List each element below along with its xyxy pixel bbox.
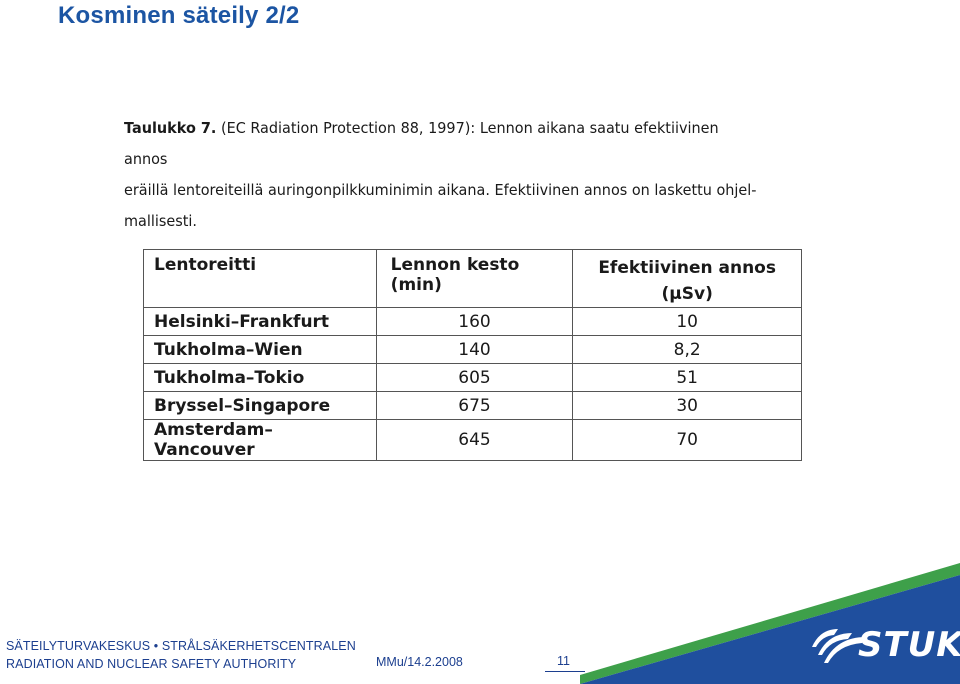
table-header-row: Lentoreitti Lennon kesto (min) Efektiivi… — [143, 249, 802, 308]
table-row: Amsterdam–Vancouver 645 70 — [143, 419, 802, 461]
cell-route: Tukholma–Tokio — [143, 363, 377, 392]
caption-line-1-text: (EC Radiation Protection 88, 1997): Lenn… — [124, 119, 719, 168]
dose-table-container: Lentoreitti Lennon kesto (min) Efektiivi… — [143, 249, 802, 461]
cell-route: Helsinki–Frankfurt — [143, 307, 377, 336]
header-route: Lentoreitti — [143, 249, 377, 308]
logo-green-stripe — [580, 563, 960, 684]
header-dose: Efektiivinen annos (μSv) — [572, 249, 802, 308]
cell-dose: 51 — [572, 363, 802, 392]
caption-lead: Taulukko 7. — [124, 119, 217, 137]
dose-table: Lentoreitti Lennon kesto (min) Efektiivi… — [143, 249, 802, 461]
cell-duration: 645 — [375, 419, 574, 461]
footer-org-line2: RADIATION AND NUCLEAR SAFETY AUTHORITY — [6, 657, 297, 671]
table-row: Bryssel–Singapore 675 30 — [143, 391, 802, 420]
footer-organization: SÄTEILYTURVAKESKUS • STRÅLSÄKERHETSCENTR… — [6, 637, 356, 673]
footer-reference: MMu/14.2.2008 — [376, 655, 463, 669]
page-number: 11 — [557, 654, 570, 668]
cell-route: Amsterdam–Vancouver — [143, 419, 377, 461]
stuk-logo-text: STUK — [858, 625, 960, 665]
header-dose-line2: (μSv) — [661, 284, 713, 304]
cell-dose: 70 — [572, 419, 802, 461]
page-number-underline — [545, 671, 585, 672]
cell-duration: 675 — [375, 391, 574, 420]
caption-line-2: eräillä lentoreiteillä auringonpilkkumin… — [124, 181, 757, 199]
cell-dose: 30 — [572, 391, 802, 420]
table-caption: Taulukko 7. (EC Radiation Protection 88,… — [124, 113, 766, 237]
stuk-emblem-icon — [812, 629, 866, 663]
cell-duration: 140 — [375, 335, 574, 364]
header-duration: Lennon kesto (min) — [375, 249, 574, 308]
cell-dose: 10 — [572, 307, 802, 336]
cell-route: Tukholma–Wien — [143, 335, 377, 364]
cell-duration: 605 — [375, 363, 574, 392]
header-dose-line1: Efektiivinen annos — [598, 258, 776, 278]
logo-blue-band — [580, 575, 960, 684]
table-row: Helsinki–Frankfurt 160 10 — [143, 307, 802, 336]
cell-dose: 8,2 — [572, 335, 802, 364]
caption-line-1: Taulukko 7. (EC Radiation Protection 88,… — [124, 113, 766, 175]
caption-line-3: mallisesti. — [124, 212, 198, 230]
footer-org-line1: SÄTEILYTURVAKESKUS • STRÅLSÄKERHETSCENTR… — [6, 639, 356, 653]
slide-title: Kosminen säteily 2/2 — [58, 2, 300, 29]
cell-route: Bryssel–Singapore — [143, 391, 377, 420]
stuk-logo-band — [580, 563, 960, 684]
cell-duration: 160 — [375, 307, 574, 336]
table-row: Tukholma–Wien 140 8,2 — [143, 335, 802, 364]
table-row: Tukholma–Tokio 605 51 — [143, 363, 802, 392]
